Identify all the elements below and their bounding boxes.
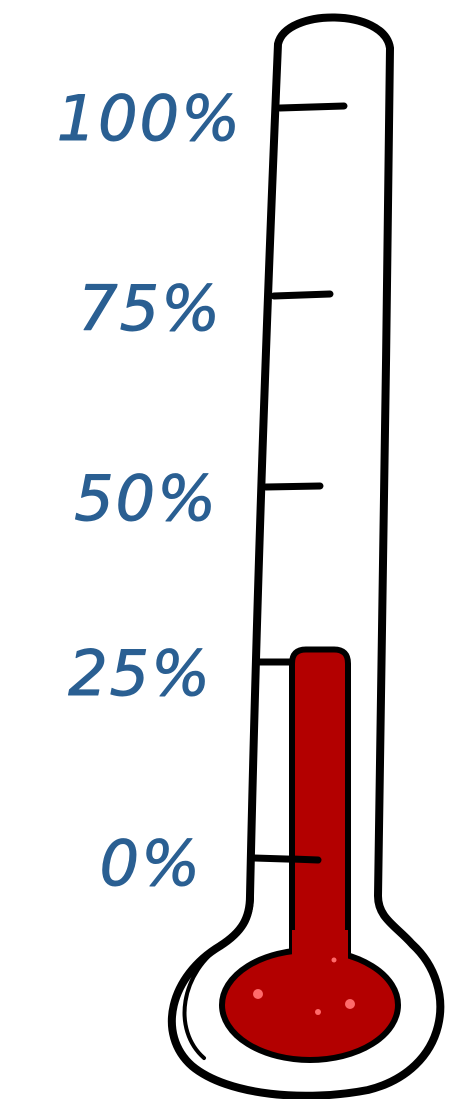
scale-label-25: 25% [68, 637, 212, 710]
scale-labels: 100% 75% 50% 25% 0% [56, 82, 242, 901]
mercury-column [289, 646, 351, 990]
mercury [219, 646, 401, 1063]
mercury-highlight [331, 957, 337, 963]
thermometer-glass [167, 13, 445, 1099]
mercury-highlight [315, 1009, 321, 1015]
scale-label-100: 100% [57, 82, 242, 155]
tick-mark-50 [262, 482, 324, 491]
scale-label-50: 50% [74, 462, 218, 535]
mercury-highlight [345, 999, 355, 1009]
tick-mark-100 [276, 102, 348, 112]
tick-mark-0-overlay [288, 855, 322, 864]
mercury-joint [292, 930, 348, 990]
scale-label-0: 0% [100, 827, 202, 900]
mercury-highlight [253, 989, 263, 999]
tick-mark-75 [270, 290, 334, 300]
scale-label-75: 75% [78, 272, 222, 345]
bulb-inner-outline [182, 894, 254, 1060]
